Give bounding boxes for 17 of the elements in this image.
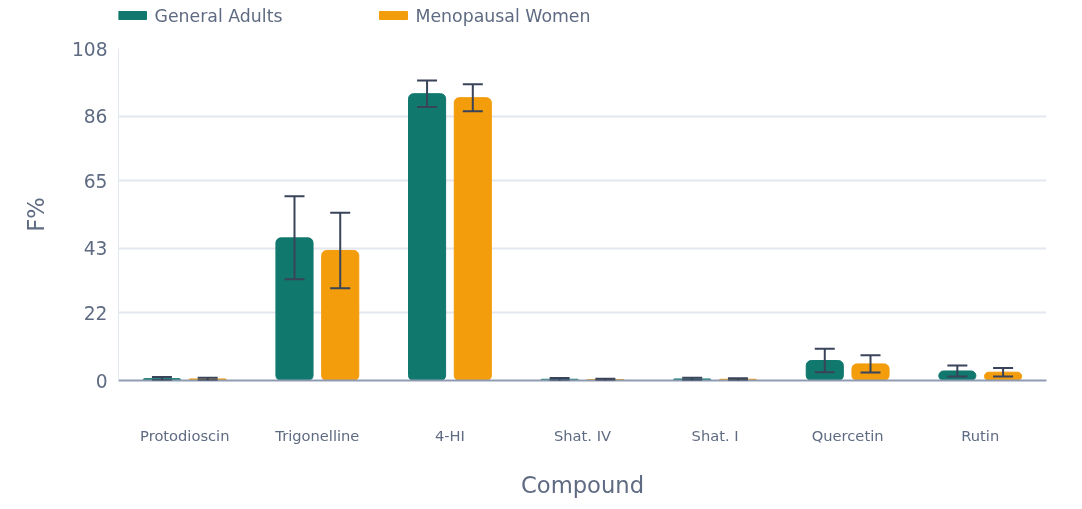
x-tick-label: Shat. IV: [554, 426, 612, 444]
y-tick-label: 108: [71, 38, 108, 60]
x-tick-label: Protodioscin: [140, 426, 230, 444]
legend-label: Menopausal Women: [415, 5, 591, 26]
y-tick-label: 22: [83, 302, 108, 324]
x-tick-label: 4-HI: [434, 426, 465, 444]
x-tick-label: Shat. I: [691, 426, 739, 444]
x-tick-label: Rutin: [961, 426, 1000, 444]
legend-label: General Adults: [154, 5, 283, 26]
y-tick-label: 0: [95, 370, 108, 392]
x-tick-label: Quercetin: [811, 426, 884, 444]
y-tick-label: 65: [83, 170, 108, 192]
x-axis-title: Compound: [520, 471, 645, 498]
y-tick-label: 43: [83, 238, 108, 260]
y-tick-label: 86: [83, 106, 108, 128]
x-tick-label: Trigonelline: [274, 426, 360, 444]
y-axis-title: F%: [22, 197, 49, 232]
